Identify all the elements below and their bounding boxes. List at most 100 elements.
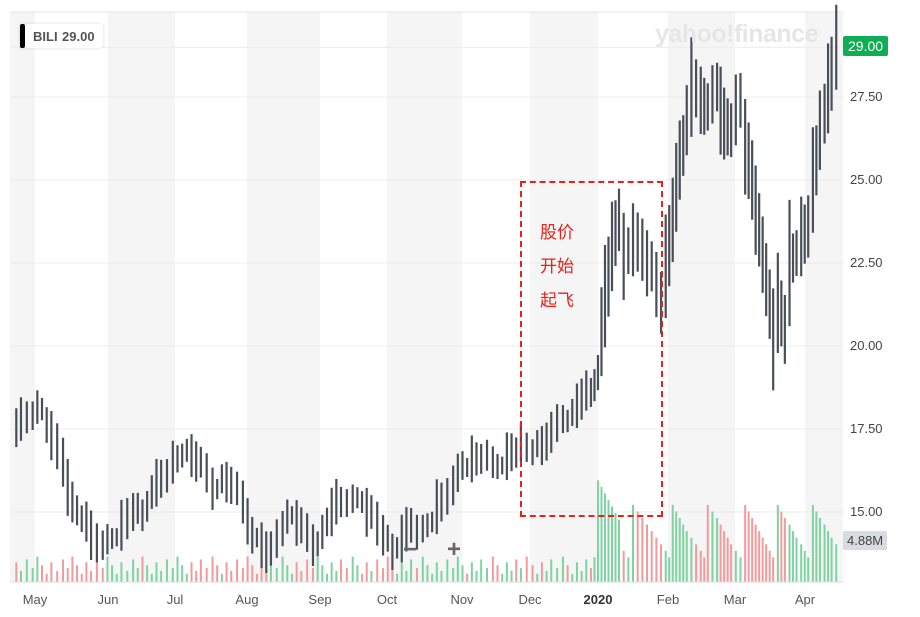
volume-bar [345,568,348,582]
volume-bar [225,562,228,582]
volume-bar [150,573,153,582]
volume-bar [585,559,588,582]
volume-bar [120,562,123,582]
volume-bar [510,570,513,582]
volume-bar [351,556,354,582]
volume-bar [216,565,219,582]
volume-bar [306,559,309,582]
volume-bar [295,562,298,582]
volume-bar [326,573,328,582]
volume-bar [316,556,319,582]
volume-bar [386,556,389,582]
volume-bar [356,565,359,582]
ticker-symbol: BILI [33,28,58,44]
volume-bar [466,573,469,582]
volume-bar [269,559,272,582]
volume-bar [531,565,534,582]
volume-bar [241,568,244,582]
x-tick-label: May [22,592,48,607]
volume-bar [171,568,174,582]
volume-bar [668,557,671,582]
volume-bar [141,556,144,582]
volume-bar [580,570,583,582]
volume-bar [496,565,499,582]
volume-bar [758,531,761,582]
volume-bar [300,570,303,582]
volume-bar [25,559,28,582]
volume-bar [690,537,693,582]
volume-bar [286,565,289,582]
y-tick-label: 15.00 [850,504,883,519]
month-band [108,12,175,582]
volume-bar [15,562,18,582]
volume-bar [754,524,757,582]
volume-bar [772,557,775,582]
volume-bar [426,565,429,582]
volume-bar [255,573,258,582]
volume-bar [456,556,459,582]
volume-bar [66,568,69,582]
volume-bar [475,570,478,582]
y-tick-label: 22.50 [850,255,883,270]
volume-bar [739,557,742,582]
volume-bar [536,573,539,582]
volume-bar [788,524,791,582]
volume-bar [80,573,83,582]
volume-bar [571,573,574,582]
volume-bar [835,544,838,582]
last-price-tag: 29.00 [843,36,889,56]
volume-bar [823,524,826,582]
volume-bar [575,562,578,582]
volume-bar [491,556,494,582]
volume-bar [627,557,630,582]
volume-bar [431,573,434,582]
volume-bar [480,559,483,582]
ticker-label: BILI 29.00 [20,24,103,48]
volume-bar [165,559,168,582]
volume-bar [600,486,603,582]
volume-bar [446,559,449,582]
volume-bar [452,568,455,582]
volume-bar [618,519,620,582]
volume-bar [195,570,198,582]
volume-bar [101,568,104,582]
volume-bar [515,559,518,582]
volume-bar [260,562,263,582]
volume-bar [703,557,706,582]
zoom-out-button[interactable]: − [403,536,418,563]
x-tick-label: Apr [794,592,816,607]
volume-bar [340,559,343,582]
volume-bar [415,568,418,582]
annotation-box [520,181,663,517]
volume-bar [41,565,44,582]
volume-bar [622,550,625,582]
volume-bar [660,544,663,582]
volume-bar [678,518,681,582]
volume-bar [470,562,473,582]
x-tick-label: Oct [376,592,398,607]
volume-bar [461,565,464,582]
series-color-marker [20,24,25,48]
volume-bar [566,565,569,582]
zoom-in-button[interactable]: + [447,536,462,563]
volume-bar [440,570,443,582]
volume-bar [761,537,764,582]
volume-bar [410,559,413,582]
volume-bar [747,511,750,582]
volume-bar [505,562,508,582]
y-tick-label: 17.50 [850,421,883,436]
volume-bar [744,504,747,582]
volume-bar [111,565,114,582]
volume-bar [136,568,139,582]
annotation-line-1: 股价 [540,223,574,242]
volume-bar [400,562,403,582]
volume-bar [181,565,184,582]
y-tick-label: 20.00 [850,338,883,353]
volume-bar [525,556,528,582]
volume-bar [765,544,768,582]
volume-bar [830,537,833,582]
volume-bar [589,568,592,582]
volume-bar [655,537,658,582]
volume-bar [716,518,719,582]
